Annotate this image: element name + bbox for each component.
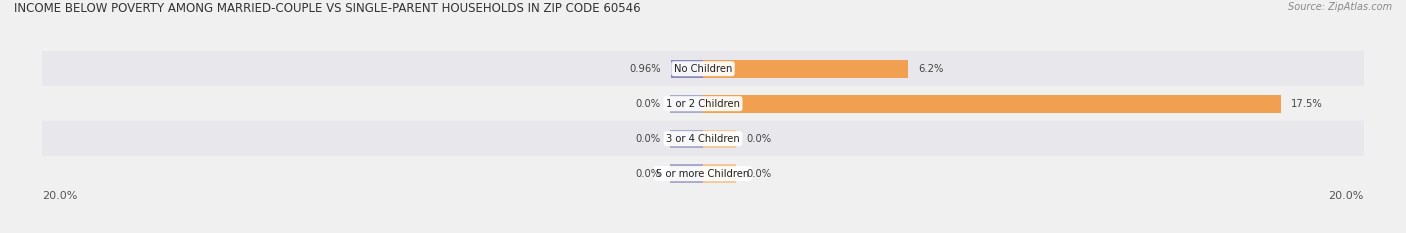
Bar: [669, 95, 703, 113]
Text: 20.0%: 20.0%: [42, 191, 77, 201]
Text: 17.5%: 17.5%: [1291, 99, 1323, 109]
Text: 6.2%: 6.2%: [918, 64, 943, 74]
Text: 3 or 4 Children: 3 or 4 Children: [666, 134, 740, 144]
Text: 0.0%: 0.0%: [747, 134, 770, 144]
Bar: [42, 156, 1364, 191]
Bar: [703, 130, 737, 148]
Text: No Children: No Children: [673, 64, 733, 74]
Text: 0.0%: 0.0%: [747, 169, 770, 178]
Text: 20.0%: 20.0%: [1329, 191, 1364, 201]
Bar: [703, 95, 1281, 113]
Bar: [669, 130, 703, 148]
Text: 0.96%: 0.96%: [630, 64, 661, 74]
Bar: [42, 86, 1364, 121]
Text: 0.0%: 0.0%: [636, 134, 659, 144]
Bar: [703, 164, 737, 183]
Bar: [42, 121, 1364, 156]
Text: 0.0%: 0.0%: [636, 99, 659, 109]
Text: 5 or more Children: 5 or more Children: [657, 169, 749, 178]
Bar: [671, 60, 703, 78]
Text: 1 or 2 Children: 1 or 2 Children: [666, 99, 740, 109]
Text: INCOME BELOW POVERTY AMONG MARRIED-COUPLE VS SINGLE-PARENT HOUSEHOLDS IN ZIP COD: INCOME BELOW POVERTY AMONG MARRIED-COUPL…: [14, 2, 641, 15]
Bar: [42, 51, 1364, 86]
Text: Source: ZipAtlas.com: Source: ZipAtlas.com: [1288, 2, 1392, 12]
Bar: [669, 164, 703, 183]
Bar: [703, 60, 908, 78]
Text: 0.0%: 0.0%: [636, 169, 659, 178]
